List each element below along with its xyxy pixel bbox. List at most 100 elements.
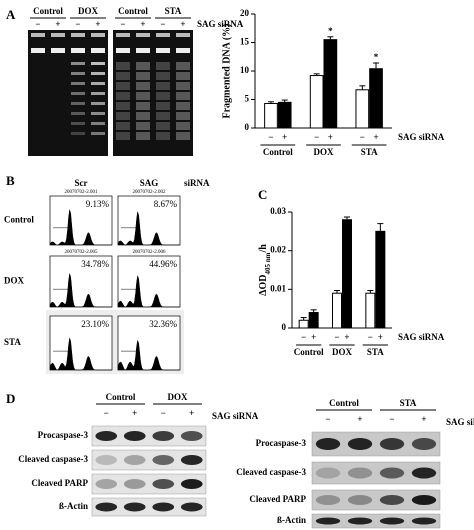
blot-band xyxy=(180,502,203,512)
bar xyxy=(277,101,292,129)
gel-ladder xyxy=(71,122,85,125)
gel-well xyxy=(116,33,130,37)
blot-strip xyxy=(311,489,441,511)
file-label: 20070702-2.002 xyxy=(133,190,166,195)
gel-well xyxy=(31,33,45,37)
blot-band xyxy=(379,438,405,450)
x-tick-label: STA xyxy=(367,347,384,357)
y-tick-label: 5 xyxy=(245,94,250,104)
blot-strip xyxy=(91,473,207,495)
percent-label: 34.78% xyxy=(81,259,109,269)
gel-ladder xyxy=(156,132,170,140)
blot-band xyxy=(347,467,373,479)
gel-ladder xyxy=(176,122,190,130)
blot-band xyxy=(152,502,175,512)
flow-plot xyxy=(49,195,113,246)
blot-band xyxy=(95,502,118,512)
blot-band xyxy=(347,495,373,505)
treatment-label: SAG siRNA xyxy=(398,132,445,142)
gel-ladder xyxy=(116,62,130,70)
x-tick-label: Control xyxy=(263,147,293,157)
blot-band xyxy=(315,517,341,525)
gel-ladder xyxy=(176,132,190,140)
blot-band xyxy=(411,495,437,505)
gel-header: STA xyxy=(165,6,182,16)
gel-ladder xyxy=(71,62,85,65)
percent-label: 23.10% xyxy=(81,319,109,329)
gel-ladder xyxy=(116,102,130,110)
gel-sign: − xyxy=(120,19,125,29)
file-label: 20070702-2.005 xyxy=(65,250,98,255)
gel-ladder xyxy=(91,112,105,115)
gel-well xyxy=(176,33,190,37)
blot-row-label: Procaspase-3 xyxy=(256,438,307,448)
y-axis-label: Fragmented DNA (%) xyxy=(221,24,232,119)
blot-sign: + xyxy=(132,408,137,418)
gel-ladder xyxy=(136,72,150,80)
gel-ladder xyxy=(91,122,105,125)
blot-band xyxy=(379,467,405,479)
blot-band xyxy=(411,438,437,450)
blot-sign: + xyxy=(357,414,362,424)
bar xyxy=(369,68,383,129)
legend-sign: − xyxy=(360,132,365,142)
blot-row-label: Cleaved PARP xyxy=(249,494,306,504)
gel-ladder xyxy=(136,122,150,130)
gel-band xyxy=(51,48,65,53)
gel-ladder xyxy=(71,72,85,75)
panel-label: C xyxy=(258,187,267,202)
gel-band xyxy=(156,48,170,53)
blot-sign: + xyxy=(189,408,194,418)
gel-ladder xyxy=(176,102,190,110)
gel-well xyxy=(91,33,105,37)
gel-band xyxy=(136,48,150,53)
row-label: STA xyxy=(4,337,21,347)
blot-band xyxy=(180,431,203,441)
gel-ladder xyxy=(156,102,170,110)
x-tick-label: Control xyxy=(294,347,324,357)
flow-plot xyxy=(117,315,181,371)
blot-band xyxy=(123,502,146,512)
blot-band xyxy=(347,517,373,525)
y-tick-label: 0.01 xyxy=(270,283,286,293)
gel-ladder xyxy=(116,122,130,130)
gel-band xyxy=(176,48,190,53)
flow-plot xyxy=(49,315,113,371)
gel-band xyxy=(116,48,130,53)
blot-row-label: Cleaved caspase-3 xyxy=(236,467,306,477)
blot-strip xyxy=(91,497,207,517)
y-tick-label: 0 xyxy=(282,322,287,332)
bar xyxy=(308,312,319,329)
legend-sign: − xyxy=(334,332,339,342)
gel-ladder xyxy=(176,112,190,120)
gel-ladder xyxy=(176,92,190,100)
gel-ladder xyxy=(71,102,85,105)
treatment-label: SAG siRNA xyxy=(446,417,474,427)
y-axis-label-sub: 405 nm xyxy=(264,252,272,274)
y-tick-label: 0.02 xyxy=(270,245,286,255)
bar xyxy=(365,292,376,329)
blot-header: Control xyxy=(329,398,359,408)
bar xyxy=(332,292,342,329)
blot-band xyxy=(95,479,118,489)
gel-ladder xyxy=(136,112,150,120)
gel-ladder xyxy=(156,62,170,70)
gel-well xyxy=(71,33,85,37)
blot-header: DOX xyxy=(168,392,189,402)
gel-ladder xyxy=(91,82,105,85)
gel-ladder xyxy=(176,72,190,80)
percent-label: 32.36% xyxy=(149,319,177,329)
blot-band xyxy=(411,517,437,525)
gel-ladder xyxy=(91,132,105,135)
gel-ladder xyxy=(156,82,170,90)
significance-mark: * xyxy=(374,52,379,62)
file-label: 20070702-2.006 xyxy=(133,250,166,255)
blot-strip xyxy=(91,449,207,471)
blot-band xyxy=(379,517,405,525)
gel-band xyxy=(71,48,85,53)
gel-ladder xyxy=(156,72,170,80)
blot-row-label: Cleaved PARP xyxy=(31,478,88,488)
bar xyxy=(309,75,324,129)
gel-ladder xyxy=(91,92,105,95)
y-tick-label: 15 xyxy=(240,37,250,47)
